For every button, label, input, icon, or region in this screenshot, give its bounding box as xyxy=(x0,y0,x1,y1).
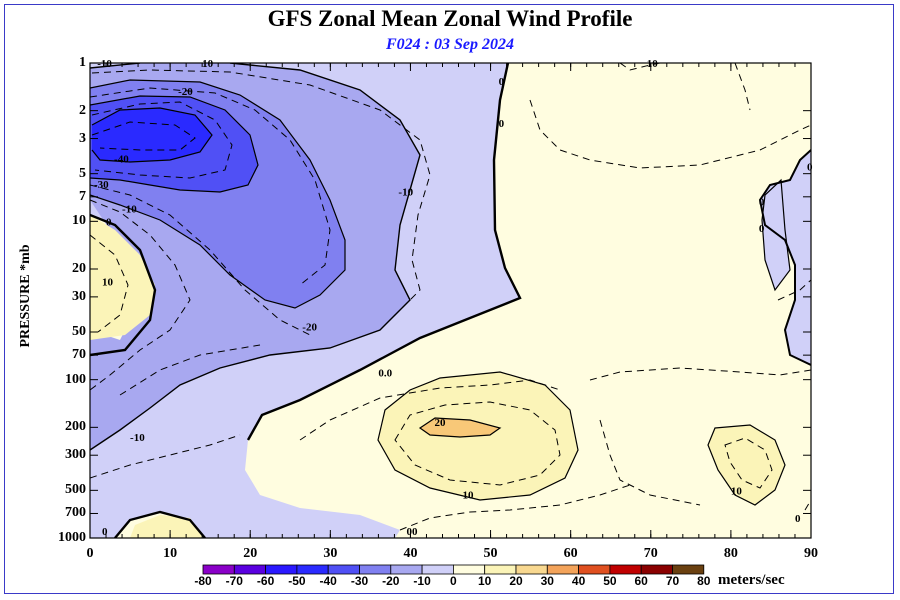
colorbar xyxy=(202,564,705,575)
colorbar-units: meters/sec xyxy=(718,572,785,588)
contour-label: 10 xyxy=(102,277,114,289)
colorbar-level-label: 40 xyxy=(571,574,586,588)
y-tick-label: 10 xyxy=(72,213,86,229)
colorbar-swatch xyxy=(202,564,235,575)
contour-label: -20 xyxy=(302,321,317,333)
y-tick-label: 5 xyxy=(79,165,86,181)
colorbar-swatch xyxy=(452,564,486,575)
contour-label: 00 xyxy=(406,526,418,538)
colorbar-swatch xyxy=(359,564,392,575)
colorbar-swatch xyxy=(546,564,579,575)
contour-label: -30 xyxy=(94,179,109,191)
colorbar-level-label: -30 xyxy=(350,574,369,588)
colorbar-swatch xyxy=(296,564,329,575)
contour-label: 20 xyxy=(434,417,446,429)
x-tick-label: 40 xyxy=(403,546,418,561)
colorbar-level-label: -60 xyxy=(256,574,275,588)
colorbar-level-label: -70 xyxy=(225,574,243,588)
fill-10-20-right xyxy=(708,425,785,505)
colorbar-level-label: 70 xyxy=(665,574,680,588)
x-tick-label: 30 xyxy=(323,546,338,561)
contour-label: 0 xyxy=(759,197,765,209)
contour-label: -10 xyxy=(97,58,112,70)
contour-label: -10 xyxy=(398,187,413,199)
contour-label: 10 xyxy=(647,58,659,70)
fill-10-20-bottom xyxy=(130,515,205,538)
contour-label: 0 xyxy=(795,513,801,525)
contour-label: 0 xyxy=(807,161,813,173)
x-tick-label: 60 xyxy=(563,546,578,561)
colorbar-level-label: 30 xyxy=(540,574,554,588)
x-tick-label: 80 xyxy=(723,546,738,561)
colorbar-swatch xyxy=(484,564,517,575)
x-tick-label: 50 xyxy=(483,546,498,561)
y-tick-label: 1000 xyxy=(58,530,86,545)
contour-label: -10 xyxy=(130,432,145,444)
y-tick-label: 200 xyxy=(65,419,86,435)
contour-label: 10 xyxy=(731,485,743,497)
colorbar-swatch xyxy=(421,564,454,575)
contour-label: -20 xyxy=(178,86,193,98)
contour-label: 0 xyxy=(499,76,505,88)
y-tick-label: 3 xyxy=(79,130,86,146)
colorbar-level-label: 0 xyxy=(450,574,457,588)
colorbar-swatch xyxy=(390,564,423,575)
colorbar-swatch xyxy=(609,564,642,575)
y-tick-label: 2 xyxy=(79,102,86,118)
colorbar-level-label: -80 xyxy=(194,574,212,588)
chart-title: GFS Zonal Mean Zonal Wind Profile xyxy=(267,6,633,31)
colorbar-level-label: -10 xyxy=(413,574,431,588)
axis-ticks xyxy=(89,62,812,539)
contour-label: 10 xyxy=(202,58,214,70)
x-tick-label: 70 xyxy=(643,546,658,561)
colorbar-swatch xyxy=(672,564,705,575)
x-tick-label: 10 xyxy=(163,546,178,561)
chart-frame xyxy=(4,4,894,594)
colorbar-level-label: -40 xyxy=(319,574,337,588)
colorbar-swatch xyxy=(640,564,673,575)
y-tick-label: 700 xyxy=(65,505,86,521)
colorbar-level-label: 10 xyxy=(478,574,492,588)
contour-label: 0 xyxy=(102,526,108,538)
y-tick-label: 300 xyxy=(65,447,86,463)
colorbar-swatch xyxy=(265,564,298,575)
contour-fills xyxy=(90,63,811,538)
x-tick-label: 90 xyxy=(804,546,818,561)
colorbar-swatch xyxy=(515,564,548,575)
colorbar-level-label: 20 xyxy=(509,574,523,588)
contour-labels: -10 10-20-40-30-10010-20-10000000.0-10201… xyxy=(94,58,813,538)
plot-border xyxy=(89,62,812,539)
x-tick-label: 0 xyxy=(86,546,94,561)
contour-label: 0 xyxy=(499,118,505,130)
colorbar-level-label: -20 xyxy=(382,574,400,588)
colorbar-level-label: 60 xyxy=(634,574,648,588)
contour-lines xyxy=(90,63,811,538)
y-tick-label: 1 xyxy=(79,55,86,70)
y-tick-label: 20 xyxy=(72,260,86,276)
contour-label: 10 xyxy=(463,489,475,501)
contour-label: 0.0 xyxy=(378,367,392,379)
y-tick-label: 7 xyxy=(79,188,86,204)
y-tick-label: 30 xyxy=(72,288,86,304)
colorbar-level-label: -50 xyxy=(288,574,306,588)
colorbar-swatch xyxy=(327,564,360,575)
x-tick-label: 20 xyxy=(243,546,258,561)
contour-label: 0 xyxy=(759,223,765,235)
y-tick-label: 70 xyxy=(72,347,86,363)
colorbar-swatch xyxy=(578,564,611,575)
y-tick-label: 500 xyxy=(65,482,86,498)
colorbar-level-label: 80 xyxy=(697,574,711,588)
fill-10-20-left xyxy=(90,215,155,340)
chart-subtitle: F024 : 03 Sep 2024 xyxy=(386,36,514,53)
y-tick-label: 50 xyxy=(72,324,86,339)
colorbar-swatch xyxy=(233,564,267,575)
contour-label: -40 xyxy=(114,153,129,165)
y-tick-label: 100 xyxy=(65,371,86,387)
contour-label: -10 xyxy=(122,204,137,216)
contour-label: 0 xyxy=(106,216,112,228)
colorbar-level-label: 50 xyxy=(603,574,617,588)
